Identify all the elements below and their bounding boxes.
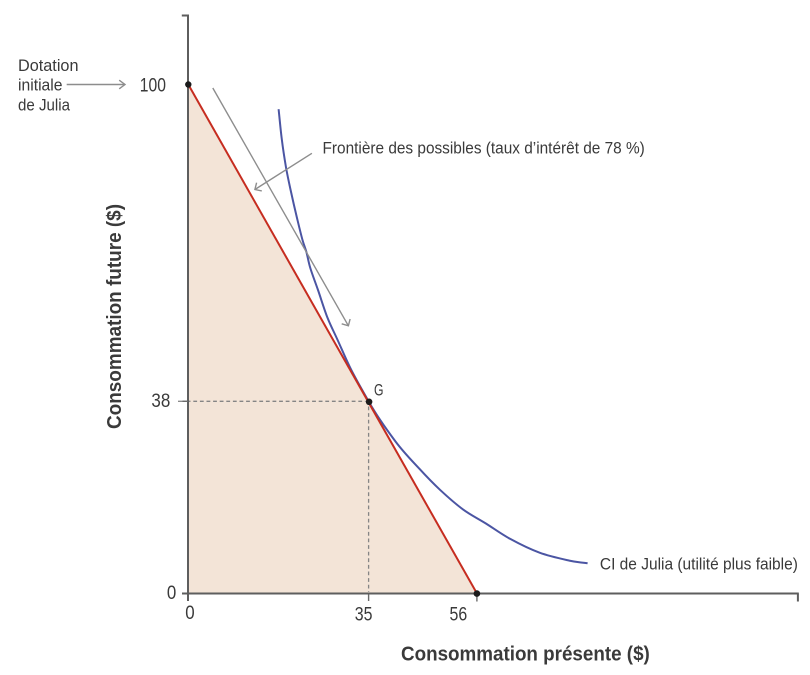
svg-text:35: 35	[355, 605, 373, 626]
svg-text:100: 100	[140, 76, 166, 97]
svg-text:Dotation: Dotation	[18, 57, 79, 75]
svg-text:CI de Julia (utilité plus faib: CI de Julia (utilité plus faible)	[600, 556, 798, 574]
svg-text:initiale: initiale	[18, 77, 63, 95]
svg-text:de Julia: de Julia	[18, 96, 71, 114]
svg-text:G: G	[374, 382, 384, 400]
svg-text:Consommation future ($): Consommation future ($)	[104, 204, 126, 429]
svg-text:0: 0	[185, 603, 194, 624]
svg-text:38: 38	[151, 391, 170, 412]
svg-text:56: 56	[450, 605, 468, 626]
svg-text:Frontière des possibles (taux: Frontière des possibles (taux d’intérêt …	[323, 139, 645, 157]
svg-text:0: 0	[167, 583, 176, 604]
svg-text:Consommation présente ($): Consommation présente ($)	[401, 644, 650, 666]
